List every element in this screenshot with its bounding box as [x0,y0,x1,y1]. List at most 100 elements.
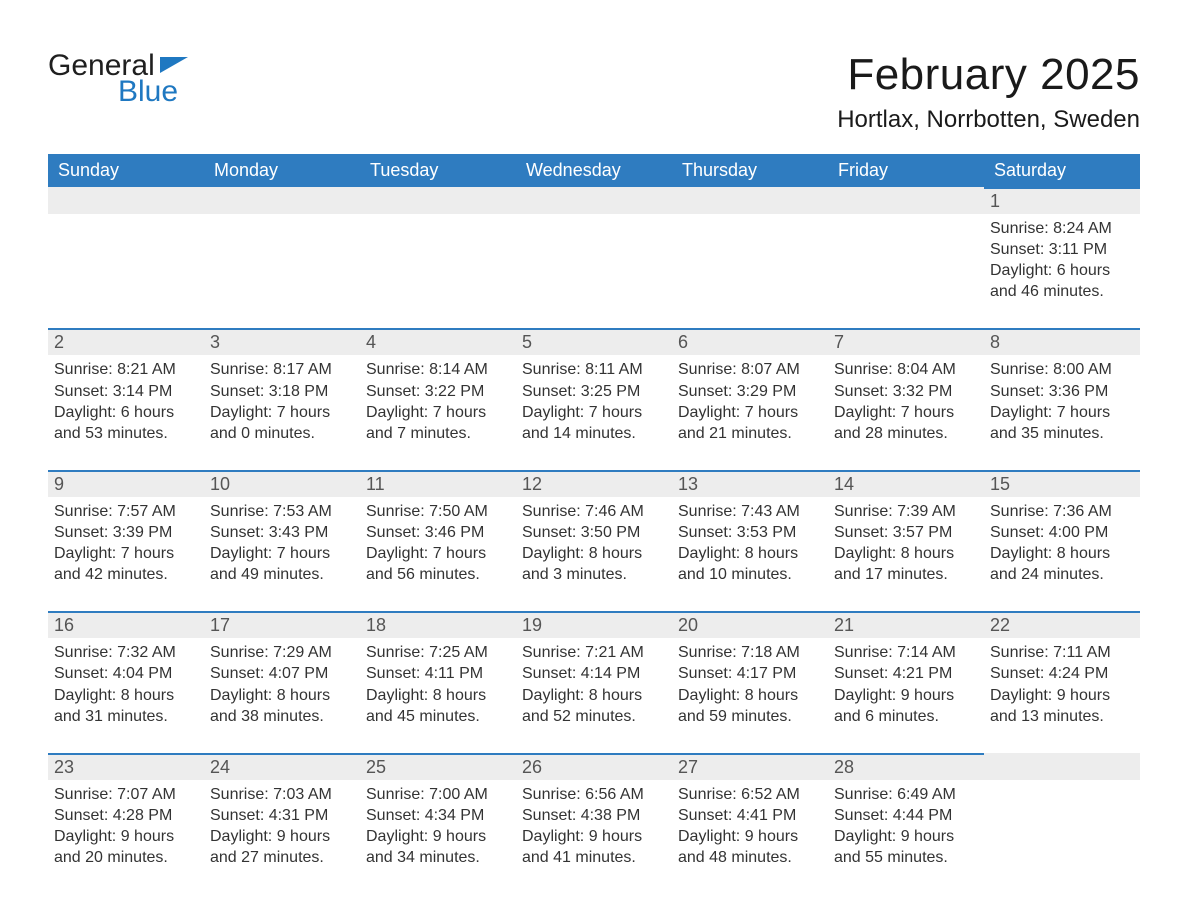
daylight-line: Daylight: 8 hours and 10 minutes. [678,543,822,585]
calendar-day-empty [984,753,1140,870]
day-body: Sunrise: 8:14 AMSunset: 3:22 PMDaylight:… [360,355,516,445]
daylight-line: Daylight: 9 hours and 34 minutes. [366,826,510,868]
day-number [48,187,204,214]
calendar-day: 2Sunrise: 8:21 AMSunset: 3:14 PMDaylight… [48,328,204,445]
calendar-day: 3Sunrise: 8:17 AMSunset: 3:18 PMDaylight… [204,328,360,445]
daylight-line: Daylight: 7 hours and 49 minutes. [210,543,354,585]
daylight-line: Daylight: 9 hours and 27 minutes. [210,826,354,868]
calendar-day: 25Sunrise: 7:00 AMSunset: 4:34 PMDayligh… [360,753,516,870]
day-body: Sunrise: 7:14 AMSunset: 4:21 PMDaylight:… [828,638,984,728]
daylight-line: Daylight: 9 hours and 48 minutes. [678,826,822,868]
sunset-line: Sunset: 4:34 PM [366,805,510,826]
daylight-line: Daylight: 8 hours and 31 minutes. [54,685,198,727]
sunset-line: Sunset: 3:25 PM [522,381,666,402]
day-number: 13 [672,470,828,497]
sunset-line: Sunset: 4:38 PM [522,805,666,826]
day-body: Sunrise: 8:07 AMSunset: 3:29 PMDaylight:… [672,355,828,445]
header: General Blue February 2025 Hortlax, Norr… [48,50,1140,134]
sunrise-line: Sunrise: 7:11 AM [990,642,1134,663]
sunset-line: Sunset: 4:41 PM [678,805,822,826]
sunrise-line: Sunrise: 7:07 AM [54,784,198,805]
daylight-line: Daylight: 9 hours and 20 minutes. [54,826,198,868]
day-body: Sunrise: 8:24 AMSunset: 3:11 PMDaylight:… [984,214,1140,304]
sunrise-line: Sunrise: 8:21 AM [54,359,198,380]
calendar-week: 9Sunrise: 7:57 AMSunset: 3:39 PMDaylight… [48,470,1140,587]
day-number: 26 [516,753,672,780]
day-number: 25 [360,753,516,780]
sunrise-line: Sunrise: 7:18 AM [678,642,822,663]
day-body: Sunrise: 6:52 AMSunset: 4:41 PMDaylight:… [672,780,828,870]
daylight-line: Daylight: 7 hours and 35 minutes. [990,402,1134,444]
sunset-line: Sunset: 4:28 PM [54,805,198,826]
day-body: Sunrise: 7:11 AMSunset: 4:24 PMDaylight:… [984,638,1140,728]
sunrise-line: Sunrise: 7:36 AM [990,501,1134,522]
day-body: Sunrise: 7:32 AMSunset: 4:04 PMDaylight:… [48,638,204,728]
sunset-line: Sunset: 4:14 PM [522,663,666,684]
day-number [360,187,516,214]
sunset-line: Sunset: 3:57 PM [834,522,978,543]
sunset-line: Sunset: 3:46 PM [366,522,510,543]
day-body [360,214,516,300]
daylight-line: Daylight: 7 hours and 14 minutes. [522,402,666,444]
sunset-line: Sunset: 4:24 PM [990,663,1134,684]
daylight-line: Daylight: 8 hours and 3 minutes. [522,543,666,585]
day-number: 16 [48,611,204,638]
daylight-line: Daylight: 8 hours and 59 minutes. [678,685,822,727]
calendar-day-empty [672,187,828,304]
calendar-day-empty [48,187,204,304]
calendar-table: SundayMondayTuesdayWednesdayThursdayFrid… [48,154,1140,870]
calendar-day: 27Sunrise: 6:52 AMSunset: 4:41 PMDayligh… [672,753,828,870]
day-body: Sunrise: 8:04 AMSunset: 3:32 PMDaylight:… [828,355,984,445]
calendar-day: 10Sunrise: 7:53 AMSunset: 3:43 PMDayligh… [204,470,360,587]
daylight-line: Daylight: 6 hours and 46 minutes. [990,260,1134,302]
daylight-line: Daylight: 8 hours and 17 minutes. [834,543,978,585]
logo-text-blue: Blue [48,76,188,108]
sunrise-line: Sunrise: 7:29 AM [210,642,354,663]
calendar-day: 18Sunrise: 7:25 AMSunset: 4:11 PMDayligh… [360,611,516,728]
day-number: 6 [672,328,828,355]
daylight-line: Daylight: 7 hours and 28 minutes. [834,402,978,444]
day-number [672,187,828,214]
sunset-line: Sunset: 3:29 PM [678,381,822,402]
sunrise-line: Sunrise: 8:00 AM [990,359,1134,380]
sunrise-line: Sunrise: 7:00 AM [366,784,510,805]
sunrise-line: Sunrise: 8:17 AM [210,359,354,380]
day-number [984,753,1140,780]
calendar-day: 4Sunrise: 8:14 AMSunset: 3:22 PMDaylight… [360,328,516,445]
day-number: 3 [204,328,360,355]
day-body: Sunrise: 8:21 AMSunset: 3:14 PMDaylight:… [48,355,204,445]
day-number: 28 [828,753,984,780]
day-body: Sunrise: 7:46 AMSunset: 3:50 PMDaylight:… [516,497,672,587]
sunset-line: Sunset: 3:43 PM [210,522,354,543]
calendar-week: 16Sunrise: 7:32 AMSunset: 4:04 PMDayligh… [48,611,1140,728]
daylight-line: Daylight: 7 hours and 7 minutes. [366,402,510,444]
day-number: 7 [828,328,984,355]
calendar-day-empty [360,187,516,304]
sunrise-line: Sunrise: 6:56 AM [522,784,666,805]
day-body: Sunrise: 7:00 AMSunset: 4:34 PMDaylight:… [360,780,516,870]
location: Hortlax, Norrbotten, Sweden [837,106,1140,134]
calendar-day: 24Sunrise: 7:03 AMSunset: 4:31 PMDayligh… [204,753,360,870]
sunrise-line: Sunrise: 6:49 AM [834,784,978,805]
daylight-line: Daylight: 8 hours and 24 minutes. [990,543,1134,585]
calendar-day: 7Sunrise: 8:04 AMSunset: 3:32 PMDaylight… [828,328,984,445]
day-number: 17 [204,611,360,638]
calendar-week: 2Sunrise: 8:21 AMSunset: 3:14 PMDaylight… [48,328,1140,445]
week-spacer [48,729,1140,753]
day-number: 23 [48,753,204,780]
weekday-header: Friday [828,154,984,187]
day-number: 11 [360,470,516,497]
weekday-header: Sunday [48,154,204,187]
logo-triangle-icon [160,57,188,73]
day-number: 20 [672,611,828,638]
day-number: 2 [48,328,204,355]
day-body: Sunrise: 7:29 AMSunset: 4:07 PMDaylight:… [204,638,360,728]
day-number [516,187,672,214]
daylight-line: Daylight: 6 hours and 53 minutes. [54,402,198,444]
sunrise-line: Sunrise: 7:43 AM [678,501,822,522]
calendar-day: 17Sunrise: 7:29 AMSunset: 4:07 PMDayligh… [204,611,360,728]
day-number: 14 [828,470,984,497]
day-body: Sunrise: 8:11 AMSunset: 3:25 PMDaylight:… [516,355,672,445]
sunset-line: Sunset: 4:21 PM [834,663,978,684]
day-body [672,214,828,300]
